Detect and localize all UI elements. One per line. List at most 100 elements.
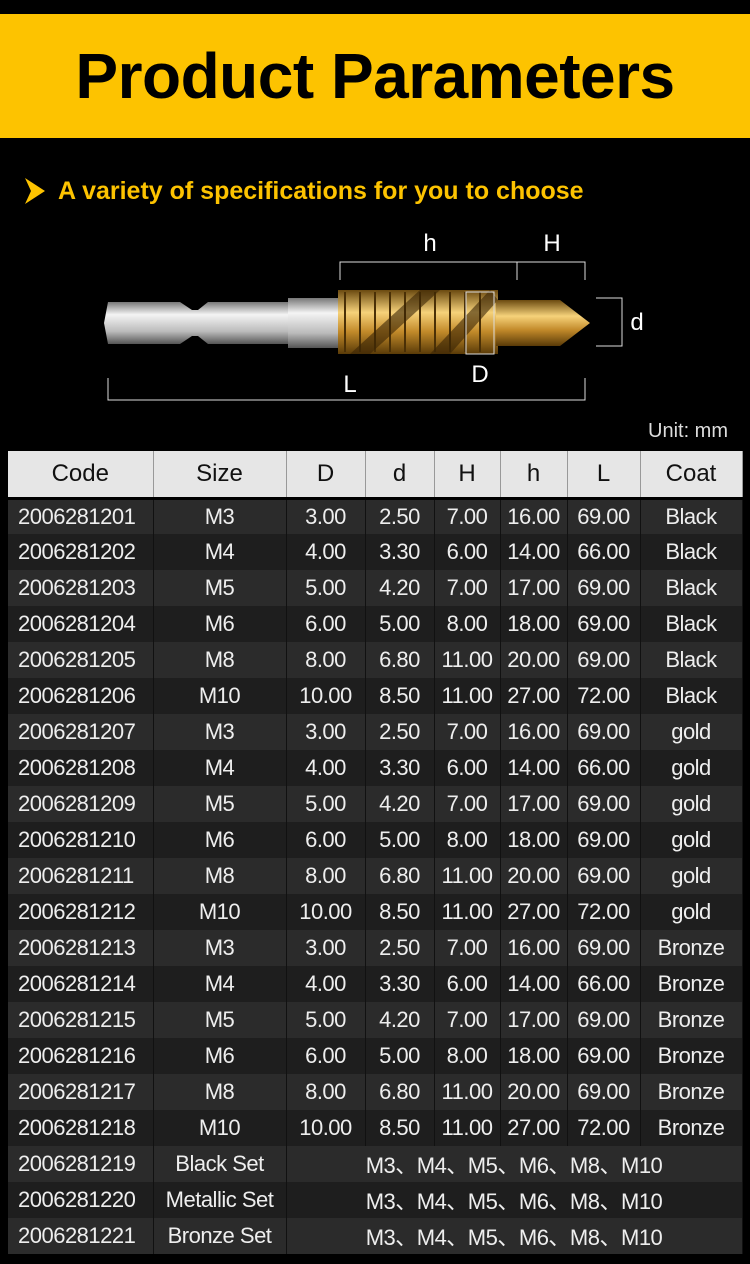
table-cell: gold <box>640 822 743 858</box>
table-cell: gold <box>640 858 743 894</box>
table-cell: 3.30 <box>365 534 435 570</box>
table-cell: 69.00 <box>567 642 641 678</box>
table-row: 2006281207 M3 3.00 2.50 7.00 16.00 69.00 gold <box>8 714 743 750</box>
table-cell: Bronze <box>640 1002 743 1038</box>
table-cell: M3、M4、M5、M6、M8、M10 <box>286 1146 743 1182</box>
table-cell: 18.00 <box>500 1038 568 1074</box>
table-cell: 20.00 <box>500 642 568 678</box>
table-cell: 2006281218 <box>8 1110 154 1146</box>
table-cell: Black <box>640 678 743 714</box>
table-cell: 3.30 <box>365 966 435 1002</box>
table-cell: Bronze <box>640 1038 743 1074</box>
table-cell: gold <box>640 894 743 930</box>
table-cell: 69.00 <box>567 570 641 606</box>
table-cell: 7.00 <box>434 570 501 606</box>
label-D: D <box>471 361 488 388</box>
table-cell: 2006281217 <box>8 1074 154 1110</box>
table-cell: Black <box>640 606 743 642</box>
table-cell: Bronze <box>640 1110 743 1146</box>
table-cell: 17.00 <box>500 570 568 606</box>
table-cell: 4.20 <box>365 1002 435 1038</box>
table-cell: 69.00 <box>567 1038 641 1074</box>
table-cell: 2006281211 <box>8 858 154 894</box>
table-cell: M4 <box>153 966 287 1002</box>
table-cell: 2006281206 <box>8 678 154 714</box>
table-cell: 2006281203 <box>8 570 154 606</box>
table-cell: 11.00 <box>434 642 501 678</box>
table-cell: 6.00 <box>286 822 366 858</box>
table-row: 2006281205 M8 8.00 6.80 11.00 20.00 69.00 Black <box>8 642 743 678</box>
table-cell: M3 <box>153 498 287 534</box>
play-arrow-icon <box>25 178 45 204</box>
table-cell: 16.00 <box>500 930 568 966</box>
table-cell: 2.50 <box>365 714 435 750</box>
table-cell: 69.00 <box>567 714 641 750</box>
table-cell: 6.00 <box>434 966 501 1002</box>
table-row: 2006281208 M4 4.00 3.30 6.00 14.00 66.00 gold <box>8 750 743 786</box>
table-cell: 8.00 <box>286 1074 366 1110</box>
table-cell: 11.00 <box>434 858 501 894</box>
table-cell: 18.00 <box>500 606 568 642</box>
table-cell: 7.00 <box>434 930 501 966</box>
table-cell: 5.00 <box>365 606 435 642</box>
table-row: 2006281204 M6 6.00 5.00 8.00 18.00 69.00 Black <box>8 606 743 642</box>
table-cell: M3、M4、M5、M6、M8、M10 <box>286 1182 743 1218</box>
table-cell: Bronze <box>640 1074 743 1110</box>
table-cell: 7.00 <box>434 786 501 822</box>
table-cell: M10 <box>153 1110 287 1146</box>
table-cell: 2.50 <box>365 498 435 534</box>
column-header: Coat <box>640 451 743 500</box>
table-cell: 8.00 <box>434 1038 501 1074</box>
table-cell: 8.00 <box>286 642 366 678</box>
table-cell: M4 <box>153 534 287 570</box>
table-cell: M10 <box>153 894 287 930</box>
table-cell: 72.00 <box>567 1110 641 1146</box>
column-header: Size <box>153 451 287 500</box>
table-cell: 8.50 <box>365 678 435 714</box>
table-cell: 5.00 <box>365 822 435 858</box>
table-row: 2006281218 M10 10.00 8.50 11.00 27.00 72.00 Bro… <box>8 1110 743 1146</box>
table-cell: gold <box>640 786 743 822</box>
table-row: 2006281210 M6 6.00 5.00 8.00 18.00 69.00 gold <box>8 822 743 858</box>
table-row: 2006281206 M10 10.00 8.50 11.00 27.00 72.00 Bla… <box>8 678 743 714</box>
table-row: 2006281212 M10 10.00 8.50 11.00 27.00 72.00 gol… <box>8 894 743 930</box>
table-cell: M5 <box>153 570 287 606</box>
table-cell: 2006281207 <box>8 714 154 750</box>
table-cell: 4.00 <box>286 750 366 786</box>
table-cell: M4 <box>153 750 287 786</box>
table-cell: Bronze <box>640 966 743 1002</box>
table-row: 2006281203 M5 5.00 4.20 7.00 17.00 69.00 Black <box>8 570 743 606</box>
table-cell: 6.00 <box>434 750 501 786</box>
table-cell: 14.00 <box>500 966 568 1002</box>
set-row: 2006281221 Bronze Set M3、M4、M5、M6、M8、M10 <box>8 1218 743 1254</box>
table-cell: 66.00 <box>567 966 641 1002</box>
table-cell: 8.00 <box>434 822 501 858</box>
subtitle-text: A variety of specifications for you to c… <box>58 176 584 205</box>
table-cell: 69.00 <box>567 786 641 822</box>
table-row: 2006281202 M4 4.00 3.30 6.00 14.00 66.00 Black <box>8 534 743 570</box>
table-cell: 2006281210 <box>8 822 154 858</box>
table-cell: 69.00 <box>567 930 641 966</box>
table-cell: 5.00 <box>286 570 366 606</box>
table-cell: 14.00 <box>500 534 568 570</box>
table-cell: Black <box>640 642 743 678</box>
table-cell: 6.00 <box>286 1038 366 1074</box>
table-cell: 27.00 <box>500 894 568 930</box>
set-row: 2006281220 Metallic Set M3、M4、M5、M6、M8、M10 <box>8 1182 743 1218</box>
table-cell: 4.00 <box>286 966 366 1002</box>
table-cell: M3 <box>153 714 287 750</box>
table-cell: 72.00 <box>567 678 641 714</box>
table-cell: 11.00 <box>434 678 501 714</box>
table-cell: 16.00 <box>500 498 568 534</box>
table-cell: 2.50 <box>365 930 435 966</box>
table-cell: 69.00 <box>567 822 641 858</box>
table-cell: 2006281214 <box>8 966 154 1002</box>
table-cell: 5.00 <box>286 786 366 822</box>
table-cell: gold <box>640 750 743 786</box>
table-cell: 2006281209 <box>8 786 154 822</box>
table-cell: 8.50 <box>365 1110 435 1146</box>
table-cell: 16.00 <box>500 714 568 750</box>
table-cell: Black <box>640 498 743 534</box>
table-cell: 66.00 <box>567 750 641 786</box>
